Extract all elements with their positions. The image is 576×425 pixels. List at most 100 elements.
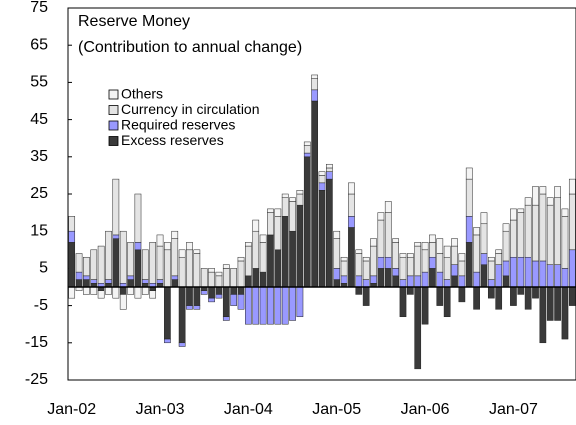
bar-segment	[429, 234, 436, 243]
bar-segment	[362, 279, 370, 288]
bar-segment	[495, 286, 503, 310]
bar-segment	[392, 268, 399, 277]
y-tick-label: 25	[30, 185, 48, 202]
bar-segment	[237, 260, 245, 288]
bar-segment	[105, 279, 112, 284]
bar-segment	[112, 178, 120, 236]
bar-segment	[222, 316, 230, 321]
bar-segment	[451, 245, 458, 265]
bar-segment	[340, 275, 348, 284]
bar-segment	[348, 216, 355, 228]
bar-segment	[274, 216, 282, 251]
bar-segment	[473, 234, 480, 273]
bar-segment	[414, 286, 422, 370]
y-tick-label: 65	[30, 36, 48, 53]
y-tick-label: 45	[30, 111, 48, 128]
bar-segment	[237, 286, 245, 295]
bar-segment	[517, 286, 525, 295]
bar-segment	[296, 286, 304, 318]
bar-segment	[465, 178, 473, 217]
bar-segment	[75, 253, 83, 273]
bar-segment	[326, 167, 333, 172]
bar-segment	[119, 230, 127, 284]
bar-segment	[407, 286, 414, 295]
bar-segment	[458, 253, 466, 262]
bar-segment	[208, 271, 215, 288]
bar-segment	[90, 279, 98, 284]
bar-segment	[370, 245, 377, 277]
bar-segment	[451, 275, 458, 288]
bar-segment	[436, 286, 444, 306]
bar-segment	[333, 238, 341, 269]
bar-segment	[215, 271, 223, 277]
x-tick-label: Jan-07	[489, 401, 538, 418]
bar-segment	[134, 242, 142, 251]
bar-segment	[532, 204, 539, 262]
x-tick-label: Jan-04	[224, 401, 273, 418]
bar-segment	[193, 249, 201, 254]
bar-segment	[149, 290, 157, 299]
bar-segment	[230, 294, 237, 306]
legend-label: Currency in circulation	[121, 101, 260, 117]
bar-segment	[377, 219, 385, 258]
bar-segment	[245, 275, 252, 288]
bar-segment	[119, 286, 127, 295]
bar-segment	[90, 249, 98, 280]
bar-segment	[230, 286, 237, 295]
y-tick-label: 35	[30, 148, 48, 165]
bar-segment	[141, 279, 149, 284]
bar-segment	[443, 286, 451, 318]
bar-segment	[333, 279, 341, 288]
bar-segment	[510, 219, 517, 258]
bar-segment	[554, 186, 561, 198]
bar-segment	[451, 264, 458, 277]
bar-segment	[68, 216, 76, 232]
x-tick-label: Jan-06	[401, 401, 450, 418]
bar-segment	[171, 238, 179, 277]
bar-segment	[377, 212, 385, 221]
bar-segment	[568, 193, 576, 251]
bar-segment	[105, 230, 112, 280]
bar-segment	[524, 256, 532, 288]
bar-segment	[311, 74, 318, 79]
bar-segment	[340, 256, 348, 262]
bar-segment	[436, 271, 444, 288]
bar-segment	[355, 253, 363, 277]
bar-segment	[539, 260, 547, 288]
bar-segment	[68, 286, 76, 299]
bar-segment	[112, 286, 120, 299]
bar-segment	[495, 264, 503, 288]
bar-segment	[68, 230, 76, 243]
bar-segment	[421, 242, 429, 251]
bar-segment	[281, 286, 289, 325]
y-tick-label: -5	[34, 297, 48, 314]
legend-swatch	[108, 136, 119, 146]
bar-segment	[502, 260, 510, 277]
bar-segment	[296, 190, 304, 195]
bar-segment	[340, 260, 348, 277]
bar-segment	[193, 286, 201, 306]
bar-segment	[68, 242, 76, 288]
bar-segment	[267, 208, 274, 213]
bar-segment	[215, 286, 223, 295]
bar-segment	[303, 152, 311, 158]
bar-segment	[75, 279, 83, 288]
bar-segment	[392, 275, 399, 288]
bar-segment	[495, 253, 503, 265]
bar-segment	[134, 249, 142, 288]
bar-segment	[318, 190, 326, 288]
bar-segment	[539, 186, 547, 195]
bar-segment	[127, 286, 134, 295]
bar-segment	[495, 249, 503, 254]
bar-segment	[208, 268, 215, 273]
chart-title: Reserve Money	[78, 13, 190, 30]
bar-segment	[546, 286, 554, 321]
bar-segment	[171, 230, 179, 239]
bar-segment	[303, 156, 311, 288]
bar-segment	[487, 256, 495, 262]
bar-segment	[414, 245, 422, 277]
bar-segment	[97, 290, 105, 299]
bar-segment	[487, 286, 495, 299]
bar-segment	[289, 230, 296, 288]
